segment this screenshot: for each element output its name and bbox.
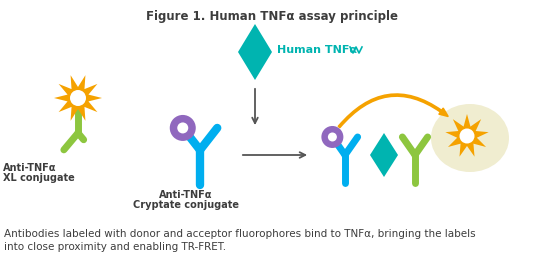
Text: Figure 1. Human TNFα assay principle: Figure 1. Human TNFα assay principle [146, 10, 398, 23]
Text: Anti-TNFα: Anti-TNFα [3, 163, 57, 173]
Text: Anti-TNFα: Anti-TNFα [159, 190, 213, 200]
Circle shape [170, 115, 196, 141]
FancyArrowPatch shape [338, 94, 448, 127]
Circle shape [460, 128, 474, 143]
Text: Cryptate conjugate: Cryptate conjugate [133, 200, 239, 210]
Text: into close proximity and enabling TR-FRET.: into close proximity and enabling TR-FRE… [4, 242, 226, 252]
Circle shape [328, 132, 337, 142]
Polygon shape [446, 114, 489, 157]
Polygon shape [238, 24, 272, 80]
Circle shape [70, 90, 86, 106]
Polygon shape [54, 75, 102, 121]
Text: Human TNFα: Human TNFα [277, 45, 357, 55]
Polygon shape [370, 133, 398, 177]
Circle shape [177, 122, 188, 134]
Text: XL conjugate: XL conjugate [3, 173, 75, 183]
Text: Antibodies labeled with donor and acceptor fluorophores bind to TNFα, bringing t: Antibodies labeled with donor and accept… [4, 229, 475, 239]
Ellipse shape [431, 104, 509, 172]
Circle shape [322, 126, 343, 148]
